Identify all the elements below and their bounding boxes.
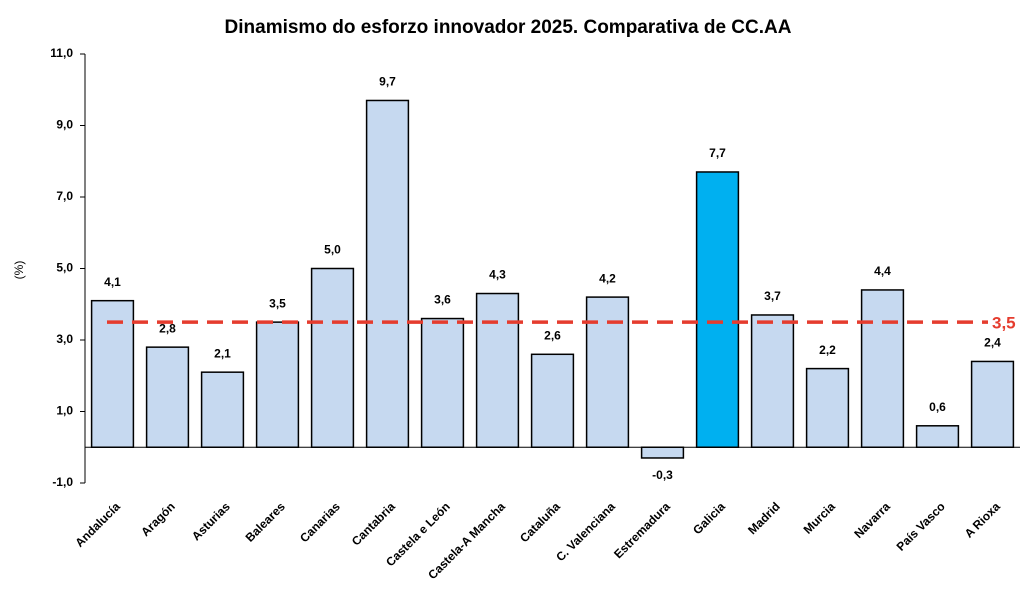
x-tick-label: C. Valenciana — [553, 499, 618, 564]
y-tick-label: 1,0 — [56, 404, 73, 418]
value-label: 3,6 — [434, 293, 451, 307]
x-tick-label: País Vasco — [894, 499, 948, 553]
x-tick-label: Aragón — [138, 499, 178, 539]
y-axis-label: (%) — [12, 261, 26, 280]
bar — [310, 267, 355, 448]
value-label: 0,6 — [929, 400, 946, 414]
x-tick-label: Andalucía — [72, 499, 123, 550]
x-tick-label: Madrid — [745, 499, 783, 537]
bar — [145, 346, 190, 448]
value-label: -0,3 — [652, 468, 673, 482]
x-tick-label: Galicia — [690, 499, 728, 537]
bar — [915, 425, 960, 448]
bar — [695, 171, 740, 448]
bar — [365, 99, 410, 448]
x-tick-label: Baleares — [243, 499, 289, 545]
bar — [970, 360, 1015, 449]
y-tick-label: -1,0 — [52, 475, 73, 489]
value-label: 2,1 — [214, 346, 231, 360]
bar — [530, 353, 575, 448]
value-label: 4,3 — [489, 268, 506, 282]
bar — [640, 446, 685, 459]
x-tick-label: Canarias — [297, 499, 343, 545]
x-tick-label: A Rioxa — [962, 499, 1003, 540]
y-tick-label: 7,0 — [56, 189, 73, 203]
value-label: 3,7 — [764, 289, 781, 303]
value-label: 4,4 — [874, 264, 891, 278]
value-label: 4,2 — [599, 271, 616, 285]
bar — [805, 367, 850, 449]
chart-title: Dinamismo do esforzo innovador 2025. Com… — [225, 17, 792, 38]
bar — [750, 314, 795, 448]
bar — [475, 292, 520, 448]
value-label: 9,7 — [379, 75, 396, 89]
value-label: 2,4 — [984, 336, 1001, 350]
value-label: 4,1 — [104, 275, 121, 289]
x-tick-label: Estremadura — [611, 499, 673, 561]
value-label: 2,8 — [159, 321, 176, 335]
y-tick-label: 5,0 — [56, 261, 73, 275]
y-tick-label: 9,0 — [56, 118, 73, 132]
value-label: 2,6 — [544, 328, 561, 342]
x-tick-label: Navarra — [851, 499, 893, 541]
x-tick-label: Cantabria — [349, 499, 398, 548]
x-tick-label: Murcia — [801, 499, 838, 536]
x-tick-label: Asturias — [189, 499, 233, 543]
bar — [200, 371, 245, 448]
y-tick-label: 3,0 — [56, 332, 73, 346]
bar — [860, 289, 905, 449]
x-tick-label: Cataluña — [517, 499, 563, 545]
value-label: 7,7 — [709, 146, 726, 160]
bar — [255, 321, 300, 448]
y-tick-label: 11,0 — [50, 46, 73, 60]
value-label: 5,0 — [324, 243, 341, 257]
reference-label: 3,5 — [992, 314, 1016, 333]
bar — [585, 296, 630, 448]
value-label: 2,2 — [819, 343, 836, 357]
bar — [420, 317, 465, 448]
value-label: 3,5 — [269, 296, 286, 310]
bar — [90, 299, 135, 448]
